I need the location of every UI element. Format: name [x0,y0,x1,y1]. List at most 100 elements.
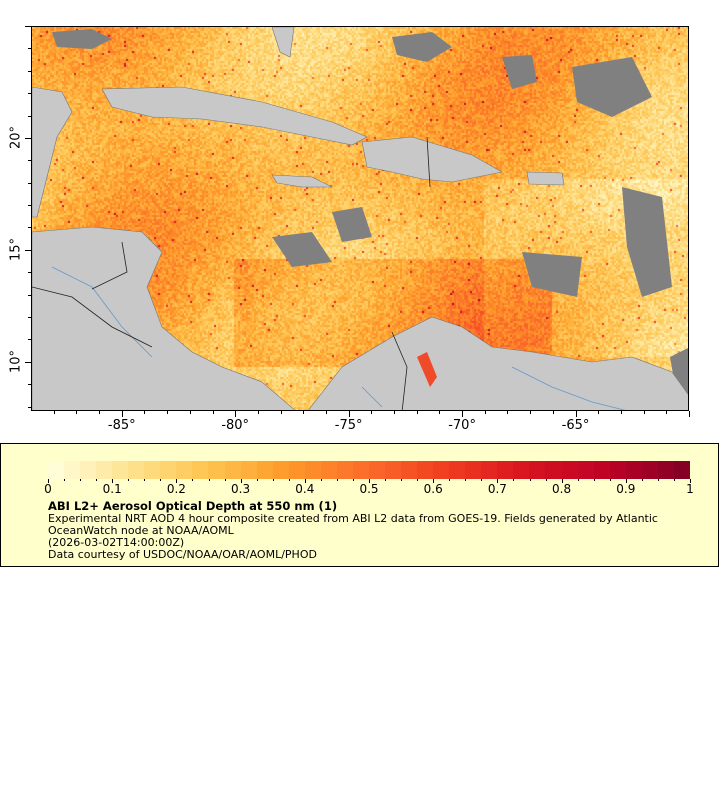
colorbar-segment [545,461,562,479]
colorbar-tick [609,479,611,481]
colorbar-tick [352,479,354,481]
colorbar-segment [433,461,450,479]
lat-tick [28,316,31,318]
lon-tick [167,411,169,414]
lat-tick [28,93,31,95]
colorbar-segment [497,461,514,479]
colorbar-tick [465,479,467,481]
colorbar-tick [433,479,435,483]
legend-title: ABI L2+ Aerosol Optical Depth at 550 nm … [48,499,338,513]
lat-tick-label: 15° [8,237,24,261]
lon-tick [484,411,486,414]
colorbar-segment [593,461,610,479]
colorbar-tick [545,479,547,481]
colorbar-segment [64,461,81,479]
colorbar-segment [240,461,257,479]
lon-tick [666,411,668,414]
colorbar-tick [240,479,242,483]
colorbar-segment [224,461,241,479]
colorbar-segment [481,461,498,479]
lon-tick [144,411,146,414]
aod-map [31,26,689,411]
colorbar-tick [112,479,114,483]
colorbar-tick-label: 0.7 [487,482,507,496]
colorbar-segment [449,461,466,479]
colorbar-tick [497,479,499,483]
colorbar-segment [513,461,530,479]
colorbar-segment [352,461,369,479]
lon-tick [416,411,418,414]
colorbar-segment [641,461,658,479]
lon-tick [620,411,622,414]
lon-tick [76,411,78,414]
colorbar-tick [673,479,675,481]
colorbar-tick [208,479,210,481]
lon-tick [394,411,396,414]
lon-tick-label: -80° [221,418,250,433]
land [32,27,688,410]
borders [32,136,431,410]
colorbar-tick [80,479,82,481]
colorbar-segment [272,461,289,479]
lat-tick [28,339,31,341]
lat-tick [28,205,31,207]
colorbar-tick [224,479,226,481]
lon-tick [462,411,464,417]
colorbar-tick-label: 0.9 [616,482,636,496]
lon-tick [257,411,259,414]
lat-tick [25,249,31,251]
colorbar-segment [561,461,578,479]
colorbar-segment [288,461,305,479]
colorbar-tick [481,479,483,481]
lon-tick [235,411,237,417]
colorbar-tick-label: 0.3 [231,482,251,496]
colorbar-tick [513,479,515,481]
colorbar-tick [176,479,178,483]
colorbar-segment [673,461,690,479]
lat-tick [25,361,31,363]
colorbar-tick [593,479,595,481]
colorbar-tick [304,479,306,483]
colorbar-tick [690,479,691,483]
lon-tick [552,411,554,414]
lat-tick [25,137,31,139]
colorbar-segment [176,461,193,479]
colorbar-tick [625,479,627,483]
colorbar-segment [256,461,273,479]
lat-tick-label: 20° [8,125,24,149]
colorbar-tick [449,479,451,481]
colorbar-tick [272,479,274,481]
colorbar-tick [641,479,643,481]
colorbar-tick [657,479,659,481]
lon-tick [212,411,214,414]
lon-tick-label: -85° [107,418,136,433]
lon-tick [643,411,645,414]
colorbar-tick [144,479,146,481]
colorbar-segment [192,461,209,479]
legend-panel: 0 0.1 0.2 0.3 0.4 0.5 0.6 0.7 0.8 0.9 1 ABI L2+ Ae… [0,443,719,567]
colorbar-segment [96,461,113,479]
colorbar-tick [577,479,579,481]
colorbar-tick-label: 0.5 [359,482,379,496]
colorbar-tick [320,479,322,481]
colorbar-segment [384,461,402,479]
lat-tick [28,182,31,184]
lon-tick [507,411,509,414]
colorbar-tick [288,479,290,481]
colorbar-segment [128,461,145,479]
colorbar-segment [144,461,161,479]
lon-tick [303,411,305,414]
lon-tick [189,411,191,414]
colorbar-tick [385,479,387,481]
lon-tick [439,411,441,414]
colorbar-tick [128,479,130,481]
colorbar-tick [369,479,370,483]
colorbar-tick-label: 0.6 [423,482,443,496]
colorbar-tick [48,479,49,483]
colorbar-segment [80,461,97,479]
lat-tick [28,227,31,229]
colorbar-tick [96,479,98,481]
lon-tick [121,411,123,417]
lat-tick-label: 10° [8,349,24,373]
lon-tick-label: -75° [334,418,363,433]
